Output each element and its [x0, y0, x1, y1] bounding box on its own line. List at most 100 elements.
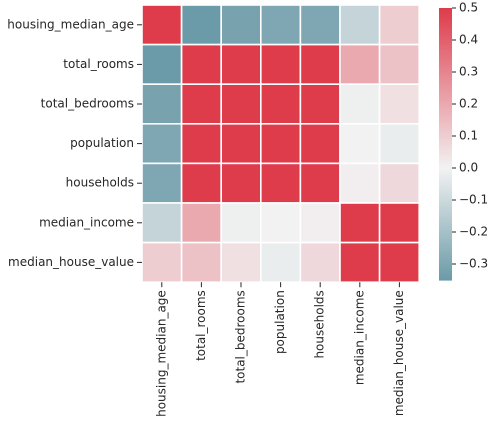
colorbar-tick-label: 0.1: [459, 129, 478, 143]
colorbar-segment: [439, 96, 452, 100]
colorbar-segment: [439, 60, 452, 63]
colorbar-segment: [439, 261, 452, 265]
colorbar-segment: [439, 168, 452, 172]
heatmap-cell-total_rooms-population: [259, 43, 302, 85]
colorbar-segment: [439, 144, 452, 147]
heatmap-cell-median_income-total_rooms: [180, 202, 223, 244]
colorbar-segment: [439, 248, 452, 252]
colorbar-segment: [439, 212, 452, 215]
colorbar-segment: [439, 87, 452, 91]
heatmap-cell-total_bedrooms-median_house_value: [378, 83, 421, 125]
colorbar-segment: [439, 14, 452, 18]
row-label-total_bedrooms: total_bedrooms: [41, 97, 134, 111]
colorbar-segment: [439, 173, 452, 177]
colorbar-segment: [439, 202, 452, 206]
row-label-housing_median_age: housing_median_age: [7, 17, 134, 31]
colorbar-segment: [439, 89, 452, 93]
colorbar-segment: [439, 239, 452, 243]
colorbar-segment: [439, 191, 452, 195]
colorbar-segment: [439, 209, 452, 213]
colorbar-segment: [439, 243, 452, 247]
colorbar-segment: [439, 159, 452, 163]
colorbar-segment: [439, 275, 452, 279]
column-label-total_rooms: total_rooms: [194, 290, 208, 361]
colorbar-segment: [439, 180, 452, 184]
colorbar-segment: [439, 53, 452, 57]
heatmap-cell-total_bedrooms-households: [299, 83, 341, 125]
colorbar-segment: [439, 223, 452, 227]
heatmap-cell-housing_median_age-housing_median_age: [141, 4, 183, 46]
colorbar-segment: [439, 128, 452, 131]
heatmap-cell-total_bedrooms-total_bedrooms: [220, 83, 262, 125]
column-label-housing_median_age: housing_median_age: [154, 290, 168, 417]
colorbar-segment: [439, 64, 452, 68]
heatmap-cell-median_income-total_bedrooms: [220, 202, 262, 244]
colorbar-segment: [439, 218, 452, 222]
colorbar-segment: [439, 146, 452, 150]
colorbar-segment: [439, 105, 452, 109]
colorbar-segment: [439, 130, 452, 134]
heatmap-cell-households-median_income: [339, 162, 381, 204]
colorbar-segment: [439, 91, 452, 95]
heatmap-cell-total_bedrooms-total_rooms: [180, 83, 223, 125]
colorbar-tick-label: −0.2: [459, 225, 488, 239]
heatmap-cell-population-total_bedrooms: [220, 123, 262, 165]
colorbar-segment: [439, 46, 452, 50]
heatmap-cell-total_bedrooms-median_income: [339, 83, 381, 125]
colorbar-segment: [439, 225, 452, 229]
colorbar-segment: [439, 257, 452, 261]
colorbar-segment: [439, 200, 452, 204]
colorbar-segment: [439, 26, 452, 29]
colorbar-segment: [439, 196, 452, 199]
column-label-households: households: [313, 290, 327, 358]
colorbar-segment: [439, 277, 452, 281]
colorbar-segment: [439, 150, 452, 154]
colorbar-segment: [439, 17, 452, 20]
colorbar-segment: [439, 21, 452, 25]
row-label-total_rooms: total_rooms: [63, 57, 134, 71]
colorbar-segment: [439, 166, 452, 170]
colorbar-segment: [439, 221, 452, 224]
heatmap-cell-median_income-households: [299, 202, 341, 244]
colorbar-segment: [439, 216, 452, 220]
heatmap-cell-households-housing_median_age: [141, 162, 183, 204]
colorbar-segment: [439, 123, 452, 127]
colorbar-segment: [439, 19, 452, 23]
colorbar-segment: [439, 98, 452, 102]
colorbar-segment: [439, 157, 452, 161]
heatmap-cell-median_income-median_income: [339, 202, 381, 244]
heatmap-cell-total_bedrooms-population: [259, 83, 302, 125]
column-label-median_house_value: median_house_value: [392, 290, 406, 416]
heatmap-cell-housing_median_age-median_house_value: [378, 4, 421, 46]
colorbar-segment: [439, 155, 452, 159]
colorbar-segment: [439, 252, 452, 256]
row-label-median_house_value: median_house_value: [8, 255, 134, 269]
colorbar-tick-label: 0.2: [459, 97, 478, 111]
colorbar-segment: [439, 85, 452, 88]
colorbar-segment: [439, 232, 452, 236]
heatmap-cell-households-total_bedrooms: [220, 162, 262, 204]
colorbar-segment: [439, 100, 452, 104]
row-label-population: population: [70, 136, 134, 150]
colorbar-segment: [439, 164, 452, 168]
heatmap-cell-population-households: [299, 123, 341, 165]
colorbar-segment: [439, 184, 452, 188]
colorbar-segment: [439, 12, 452, 16]
row-labels: housing_median_age total_rooms total_bedro…: [7, 17, 142, 269]
heatmap-cell-median_house_value-total_bedrooms: [220, 241, 262, 284]
colorbar-segment: [439, 270, 452, 274]
colorbar-segment: [439, 175, 452, 179]
colorbar-segment: [439, 148, 452, 152]
colorbar-segment: [439, 230, 452, 233]
colorbar-segment: [439, 82, 452, 86]
colorbar-segment: [439, 178, 452, 181]
colorbar-segment: [439, 55, 452, 59]
heatmap-cell-median_income-median_house_value: [378, 202, 421, 244]
heatmap-cell-housing_median_age-total_bedrooms: [220, 4, 262, 46]
column-labels: housing_median_age total_rooms total_bedro…: [154, 282, 406, 417]
column-label-population: population: [273, 290, 287, 354]
colorbar-segment: [439, 32, 452, 36]
colorbar-tick-label: 0.3: [459, 65, 478, 79]
heatmap-cell-households-total_rooms: [180, 162, 223, 204]
